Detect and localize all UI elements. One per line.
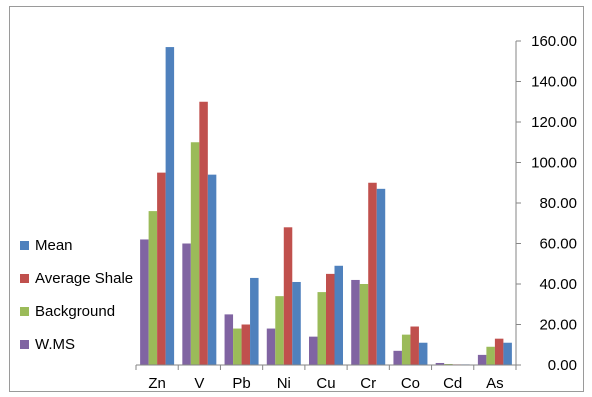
x-tick-label-pb: Pb <box>232 375 250 392</box>
bar-as-mean <box>503 342 512 365</box>
x-tick-label-co: Co <box>401 375 420 392</box>
x-tick-label-ni: Ni <box>277 375 291 392</box>
y-tick-label: 100.00 <box>531 155 577 172</box>
legend: Mean Average Shale Background W.MS <box>20 234 133 366</box>
bar-as-average-shale <box>494 338 504 365</box>
bar-v-background <box>190 142 200 365</box>
bar-v-mean <box>207 174 217 365</box>
bar-as-background <box>486 346 495 365</box>
legend-item-mean: Mean <box>20 234 133 256</box>
bar-v-w-ms <box>182 243 191 365</box>
bar-co-background <box>401 334 411 366</box>
y-tick-label: 0.00 <box>548 357 577 374</box>
y-tick-label: 120.00 <box>531 114 577 131</box>
bar-ni-background <box>275 296 284 365</box>
legend-swatch <box>20 339 29 349</box>
legend-label: W.MS <box>35 335 75 353</box>
x-tick-label-as: As <box>486 375 504 392</box>
bar-zn-w-ms <box>140 239 149 365</box>
bar-ni-w-ms <box>266 328 276 365</box>
legend-label: Average Shale <box>35 269 134 287</box>
bar-cr-background <box>359 284 369 365</box>
y-tick-label: 60.00 <box>539 236 577 253</box>
bar-ni-mean <box>292 281 301 365</box>
legend-item-average-shale: Average Shale <box>20 267 133 289</box>
bar-cd-w-ms <box>435 362 445 365</box>
bar-v-average-shale <box>199 101 208 365</box>
bar-cr-mean <box>376 188 386 365</box>
x-tick-label-cd: Cd <box>443 375 462 392</box>
bar-pb-w-ms <box>224 314 234 366</box>
bar-co-w-ms <box>393 350 402 365</box>
legend-label: Mean <box>35 236 73 254</box>
bar-as-w-ms <box>477 354 487 366</box>
legend-item-background: Background <box>20 300 133 322</box>
bar-cu-mean <box>334 265 343 365</box>
legend-item-w-ms: W.MS <box>20 333 133 355</box>
x-tick-label-cr: Cr <box>360 375 376 392</box>
bar-zn-mean <box>165 47 175 365</box>
bar-pb-average-shale <box>241 324 251 365</box>
x-tick-label-v: V <box>194 375 204 392</box>
x-axis-ticks: Zn V Pb Ni Cu Cr Co Cd As <box>135 365 517 392</box>
chart-frame <box>9 6 584 392</box>
bar-cr-w-ms <box>351 279 360 365</box>
bar-zn-background <box>148 211 158 365</box>
y-tick-label: 20.00 <box>539 317 577 334</box>
legend-label: Background <box>35 302 116 320</box>
legend-swatch <box>20 273 29 283</box>
bar-pb-mean <box>250 277 259 365</box>
bar-cu-background <box>317 292 326 365</box>
y-tick-label: 160.00 <box>531 33 577 50</box>
bar-zn-average-shale <box>157 172 166 366</box>
bar-co-average-shale <box>410 326 419 365</box>
x-tick-label-zn: Zn <box>148 375 166 392</box>
bar-cr-average-shale <box>368 182 377 365</box>
x-tick-label-cu: Cu <box>316 375 335 392</box>
legend-swatch <box>20 240 29 250</box>
y-tick-label: 140.00 <box>531 74 577 91</box>
y-axis-ticks: 0.00 20.00 40.00 60.00 80.00 100.00 120.00 140.… <box>516 33 577 374</box>
bar-cd-background <box>444 363 453 365</box>
bar-ni-average-shale <box>283 227 293 365</box>
bar-co-mean <box>418 342 428 365</box>
bars-group <box>140 47 512 366</box>
y-tick-label: 80.00 <box>539 195 577 212</box>
y-tick-label: 40.00 <box>539 276 577 293</box>
legend-swatch <box>20 306 29 316</box>
bar-cu-w-ms <box>309 336 318 365</box>
bar-cu-average-shale <box>326 273 335 366</box>
bar-pb-background <box>233 328 242 365</box>
